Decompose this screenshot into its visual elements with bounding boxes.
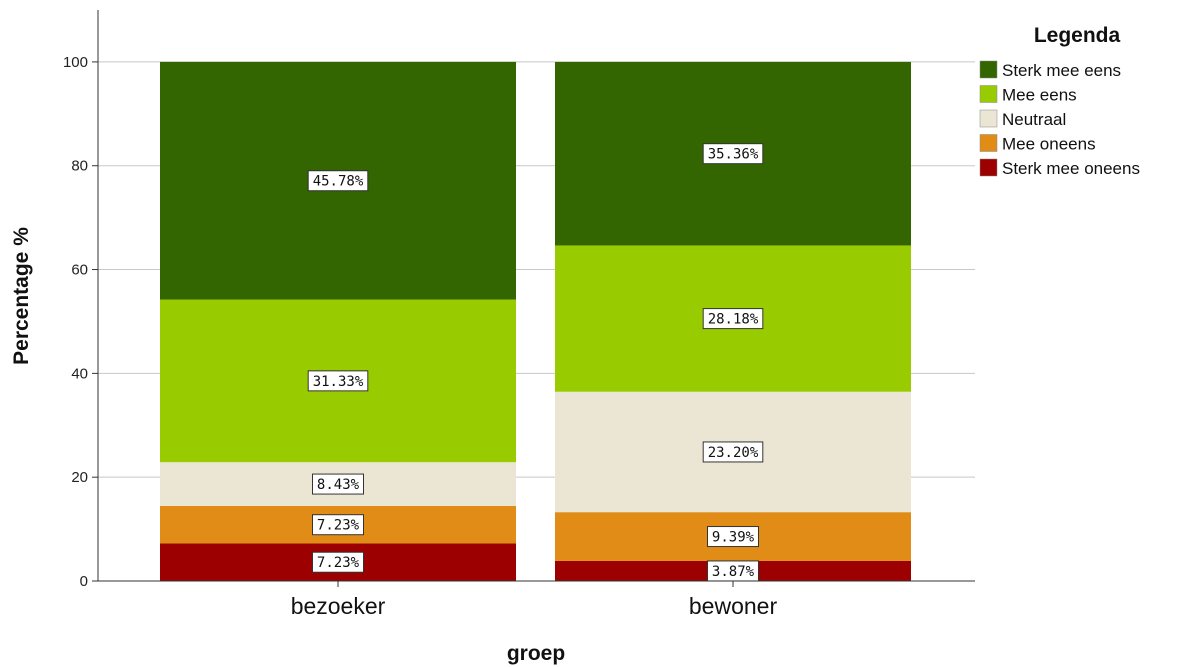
- axes: [97, 10, 975, 582]
- data-label-box: [707, 526, 759, 548]
- data-label-box: [707, 560, 759, 582]
- data-labels: 7.23% 7.23% 8.43% 31.33% 45.78% 3.87% 9.39% 23.…: [307, 143, 764, 582]
- data-label: 45.78%: [313, 174, 364, 190]
- x-axis-title: groep: [507, 642, 565, 665]
- data-label-box: [312, 514, 364, 536]
- legend-entry: Neutraal: [1002, 110, 1066, 129]
- legend-title: Legenda: [1034, 24, 1121, 47]
- data-label: 7.23%: [317, 518, 360, 534]
- data-label: 28.18%: [708, 312, 759, 328]
- data-label: 8.43%: [317, 477, 360, 493]
- legend-entry: Mee eens: [1002, 86, 1077, 105]
- data-label: 3.87%: [712, 564, 755, 580]
- y-tick-label: 80: [71, 158, 88, 175]
- legend-entry: Sterk mee eens: [1002, 61, 1121, 80]
- legend-entry: Mee oneens: [1002, 135, 1096, 154]
- y-tick-label: 20: [71, 469, 88, 486]
- legend-items: Sterk mee eens Mee eens Neutraal Mee oneens…: [979, 60, 1140, 178]
- data-label: 23.20%: [708, 445, 759, 461]
- data-label-box: [702, 143, 764, 165]
- legend-swatch: [979, 134, 998, 152]
- y-tick-label: 100: [63, 54, 88, 71]
- data-label-box: [702, 308, 764, 330]
- y-tick-label: 60: [71, 262, 88, 279]
- x-category-label: bewoner: [689, 593, 778, 619]
- x-category-labels: bezoeker bewoner: [291, 581, 778, 619]
- data-label-box: [702, 441, 764, 463]
- bars: [160, 61, 911, 581]
- y-axis-title: Percentage %: [10, 227, 33, 365]
- legend-entry: Sterk mee oneens: [1002, 159, 1140, 178]
- x-category-label: bezoeker: [291, 593, 386, 619]
- legend-swatch: [979, 60, 998, 79]
- data-label-box: [312, 473, 364, 495]
- legend-swatch: [979, 85, 998, 103]
- y-tick-label: 0: [80, 573, 88, 590]
- data-label-box: [312, 551, 364, 573]
- y-tick-labels: 0 20 40 60 80 100: [63, 54, 98, 590]
- data-label-box: [307, 170, 369, 192]
- data-label-box: [307, 370, 369, 392]
- data-label: 9.39%: [712, 530, 755, 546]
- data-label: 31.33%: [313, 374, 364, 390]
- legend-swatch: [979, 109, 998, 128]
- data-label: 35.36%: [708, 147, 759, 163]
- legend: Legenda Sterk mee eens Mee eens Neutraal Me…: [979, 24, 1140, 178]
- legend-swatch: [979, 158, 998, 177]
- data-label: 7.23%: [317, 555, 360, 571]
- y-tick-label: 40: [71, 365, 88, 382]
